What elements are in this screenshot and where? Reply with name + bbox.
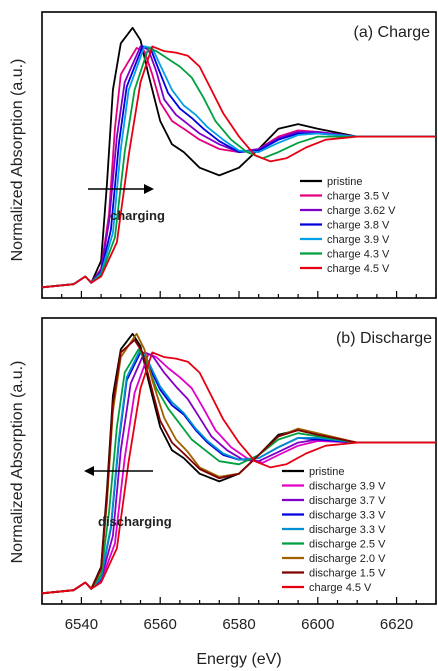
y-axis-label-discharge: Normalized Absorption (a.u.)	[9, 361, 26, 564]
discharging-label: discharging	[98, 514, 172, 529]
x-tick-label: 6540	[65, 616, 98, 633]
discharging-arrow	[84, 466, 153, 476]
series-line-6	[41, 45, 436, 289]
panel-charge-curves	[41, 26, 436, 289]
legend-label-0: pristine	[327, 176, 362, 188]
legend-label-6: charge 4.5 V	[327, 263, 390, 275]
legend-label-2: discharge 3.7 V	[309, 495, 386, 507]
legend-label-6: discharge 2.0 V	[309, 553, 386, 565]
legend-label-3: discharge 3.3 V	[309, 510, 386, 522]
legend-label-1: charge 3.5 V	[327, 191, 390, 203]
series-line-4	[41, 45, 436, 289]
panel-charge-xticks	[41, 291, 437, 298]
series-line-3	[41, 45, 436, 289]
legend-label-1: discharge 3.9 V	[309, 481, 386, 493]
panel-discharge-xticks	[41, 597, 437, 604]
series-line-0	[41, 26, 436, 289]
series-line-5	[41, 47, 436, 289]
panel-charge-legend: pristine charge 3.5 V charge 3.62 V charge …	[300, 176, 396, 275]
series-line-5	[41, 348, 436, 595]
x-tick-labels: 6540 6560 6580 6600 6620	[65, 616, 414, 633]
x-axis-label: Energy (eV)	[196, 651, 281, 668]
charging-arrow	[88, 184, 154, 194]
x-tick-label: 6600	[301, 616, 334, 633]
series-line-7	[41, 339, 436, 595]
x-tick-label: 6580	[222, 616, 255, 633]
legend-label-2: charge 3.62 V	[327, 205, 396, 217]
panel-discharge-legend: pristine discharge 3.9 V discharge 3.7 V di…	[282, 466, 386, 594]
series-line-1	[41, 353, 436, 595]
x-tick-label: 6560	[144, 616, 177, 633]
legend-label-0: pristine	[309, 466, 344, 478]
legend-label-8: charge 4.5 V	[309, 582, 372, 594]
series-line-4	[41, 348, 436, 595]
charging-label: charging	[110, 208, 165, 223]
panel-charge-title: (a) Charge	[354, 24, 431, 41]
legend-label-5: discharge 2.5 V	[309, 539, 386, 551]
y-axis-label-charge: Normalized Absorption (a.u.)	[9, 59, 26, 262]
panel-charge: (a) Charge charging pristine charge 3.5 V…	[41, 11, 437, 299]
series-line-8	[41, 351, 436, 595]
panel-discharge-curves	[41, 332, 436, 595]
panel-discharge: (b) Discharge discharging pristine discha…	[41, 317, 437, 605]
legend-label-4: discharge 3.3 V	[309, 524, 386, 536]
legend-label-5: charge 4.3 V	[327, 249, 390, 261]
legend-label-7: discharge 1.5 V	[309, 568, 386, 580]
legend-label-4: charge 3.9 V	[327, 234, 390, 246]
x-tick-label: 6620	[380, 616, 413, 633]
legend-label-3: charge 3.8 V	[327, 220, 390, 232]
panel-discharge-title: (b) Discharge	[336, 330, 432, 347]
